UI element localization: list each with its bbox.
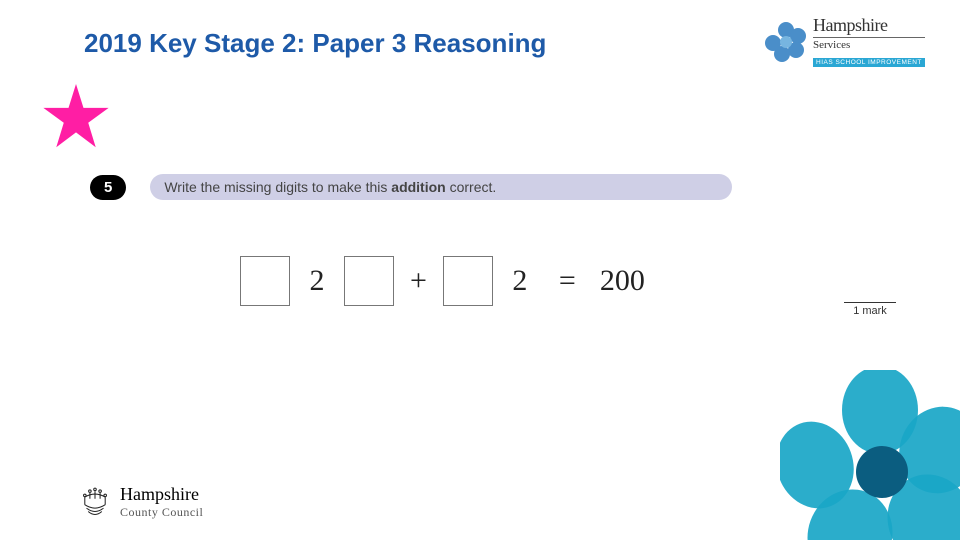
equation-result: 200 [600, 264, 645, 298]
equation: 2 +2 = 200 [238, 256, 645, 306]
services-name: Hampshire [813, 15, 925, 36]
question-text-suffix: correct. [446, 179, 497, 195]
operator: + [410, 264, 427, 298]
digit-fixed: 2 [292, 256, 342, 306]
question-bar: 5 Write the missing digits to make this … [90, 172, 732, 202]
services-flower-icon [765, 21, 807, 63]
question-text-bold: addition [391, 179, 445, 195]
digit-box-empty[interactable] [443, 256, 493, 306]
county-council-logo: Hampshire County Council [78, 484, 203, 520]
decorative-flower-icon [780, 370, 960, 540]
page-title: 2019 Key Stage 2: Paper 3 Reasoning [84, 28, 546, 59]
crown-icon [78, 486, 112, 520]
services-logo: Hampshire Services HIAS SCHOOL IMPROVEME… [765, 12, 940, 72]
services-sub: Services [813, 37, 925, 51]
digit-fixed: 2 [495, 256, 545, 306]
mark-label: 1 mark [844, 302, 896, 317]
services-tagline: HIAS SCHOOL IMPROVEMENT [813, 58, 925, 67]
footer-line2: County Council [120, 505, 203, 520]
star-icon [42, 82, 110, 150]
digit-box-empty[interactable] [344, 256, 394, 306]
digit-box-empty[interactable] [240, 256, 290, 306]
question-number: 5 [90, 175, 126, 200]
question-text-prefix: Write the missing digits to make this [164, 179, 391, 195]
operator: = [559, 264, 576, 298]
footer-line1: Hampshire [120, 484, 203, 505]
question-text: Write the missing digits to make this ad… [150, 174, 732, 200]
